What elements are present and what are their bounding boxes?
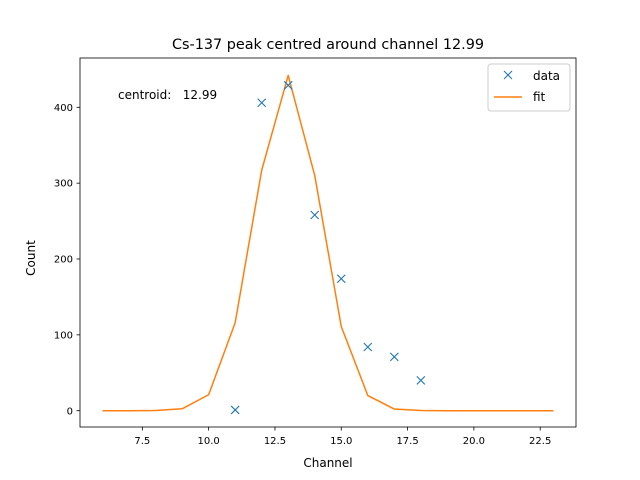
y-tick-label: 200: [54, 255, 73, 266]
plot-area: [102, 74, 554, 415]
x-tick-label: 22.5: [529, 436, 551, 447]
chart-title: Cs-137 peak centred around channel 12.99: [172, 37, 484, 53]
y-tick-label: 0: [67, 406, 73, 417]
data-point: [389, 352, 399, 362]
x-tick-label: 12.5: [264, 436, 286, 447]
x-axis: 7.5 10.0 12.5 15.0 17.5 20.0 22.5: [134, 427, 551, 447]
y-tick-label: 300: [54, 179, 73, 190]
y-tick-label: 400: [54, 103, 73, 114]
data-point: [257, 98, 267, 108]
data-point: [310, 210, 320, 220]
fit-line: [102, 74, 554, 412]
axes-frame: [79, 57, 577, 428]
legend-label-data: data: [533, 69, 560, 83]
x-tick-label: 17.5: [396, 436, 418, 447]
legend-marker-data: [503, 70, 513, 80]
centroid-annotation: centroid: 12.99: [118, 88, 217, 102]
data-point: [416, 375, 426, 385]
data-point: [230, 405, 240, 415]
y-tick-label: 100: [54, 330, 73, 341]
legend-x-marker: [503, 70, 513, 80]
legend-label-fit: fit: [533, 90, 546, 104]
x-tick-label: 20.0: [463, 436, 485, 447]
data-point: [363, 342, 373, 352]
data-point: [336, 274, 346, 284]
y-axis-label: Count: [24, 240, 38, 276]
y-axis: 0 100 200 300 400: [54, 103, 80, 417]
data-point: [283, 80, 293, 90]
x-tick-label: 15.0: [330, 436, 352, 447]
x-tick-label: 7.5: [134, 436, 150, 447]
x-axis-label: Channel: [303, 456, 352, 470]
x-tick-label: 10.0: [198, 436, 220, 447]
legend: data fit: [487, 63, 571, 112]
